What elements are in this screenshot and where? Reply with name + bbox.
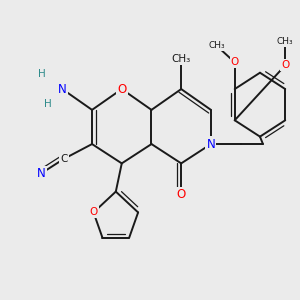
- Text: O: O: [231, 57, 239, 67]
- Text: O: O: [117, 82, 126, 96]
- Text: C: C: [60, 154, 68, 164]
- Text: O: O: [281, 60, 290, 70]
- Text: N: N: [207, 138, 215, 151]
- Text: O: O: [177, 188, 186, 201]
- Text: H: H: [44, 99, 51, 109]
- Text: N: N: [37, 167, 46, 180]
- Text: O: O: [89, 207, 98, 218]
- Text: N: N: [58, 82, 67, 96]
- Text: H: H: [38, 69, 45, 79]
- Text: CH₃: CH₃: [208, 41, 225, 50]
- Text: CH₃: CH₃: [277, 37, 293, 46]
- Text: CH₃: CH₃: [172, 54, 191, 64]
